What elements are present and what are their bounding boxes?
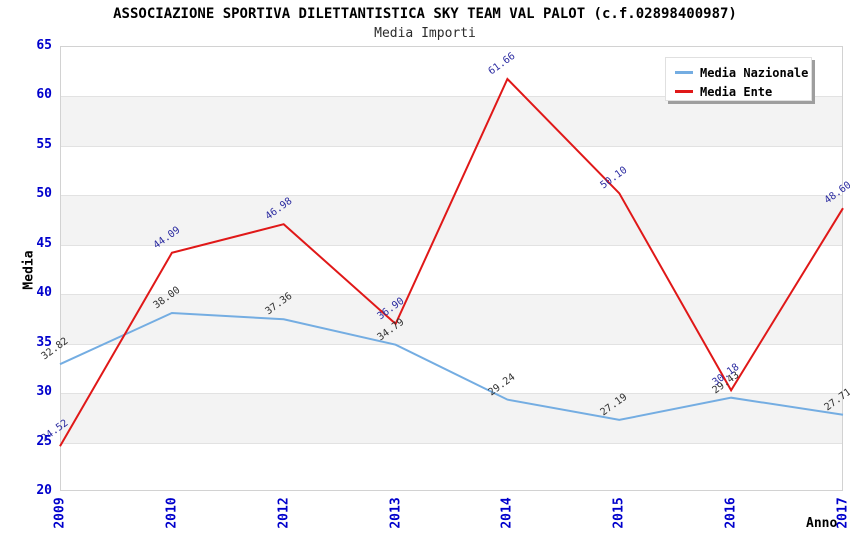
gridline xyxy=(61,393,842,395)
x-tick-label: 2012 xyxy=(276,497,292,529)
legend-label: Media Nazionale xyxy=(700,65,809,80)
plot-band xyxy=(61,195,842,245)
plot-band xyxy=(61,294,842,344)
y-tick-label: 25 xyxy=(36,433,52,449)
x-tick-label: 2010 xyxy=(164,497,180,529)
x-axis-title: Anno xyxy=(806,516,838,531)
legend-line-swatch xyxy=(675,90,693,93)
plot-band xyxy=(61,393,842,443)
y-tick-label: 40 xyxy=(36,285,52,301)
plot-band xyxy=(61,96,842,146)
plot-band xyxy=(61,146,842,195)
chart-title: ASSOCIAZIONE SPORTIVA DILETTANTISTICA SK… xyxy=(113,6,737,22)
y-tick-label: 55 xyxy=(36,136,52,152)
y-tick-label: 30 xyxy=(36,384,52,400)
y-tick-label: 65 xyxy=(36,38,52,53)
y-tick-label: 20 xyxy=(36,483,52,498)
legend-label: Media Ente xyxy=(700,84,773,99)
legend: Media Nazionale Media Ente xyxy=(665,57,812,101)
x-tick-label: 2017 xyxy=(835,497,850,529)
plot-area xyxy=(60,46,843,491)
x-tick-label: 2016 xyxy=(723,497,739,529)
y-tick-label: 45 xyxy=(36,235,52,251)
x-tick-label: 2009 xyxy=(52,497,68,529)
legend-item: Media Nazionale xyxy=(675,63,811,82)
gridline xyxy=(61,343,842,345)
gridline xyxy=(61,442,842,444)
x-tick-label: 2013 xyxy=(388,497,404,529)
gridline xyxy=(61,244,842,246)
plot-band xyxy=(61,443,842,490)
chart-subtitle: Media Importi xyxy=(374,26,476,41)
y-tick-label: 50 xyxy=(36,186,52,202)
y-axis-title: Media xyxy=(21,250,37,290)
gridline xyxy=(61,145,842,147)
x-tick-label: 2015 xyxy=(611,497,627,529)
x-tick-label: 2014 xyxy=(499,497,515,529)
legend-line-swatch xyxy=(675,71,693,74)
y-tick-label: 35 xyxy=(36,334,52,350)
y-tick-label: 60 xyxy=(36,87,52,103)
gridline xyxy=(61,195,842,197)
legend-item: Media Ente xyxy=(675,82,811,101)
